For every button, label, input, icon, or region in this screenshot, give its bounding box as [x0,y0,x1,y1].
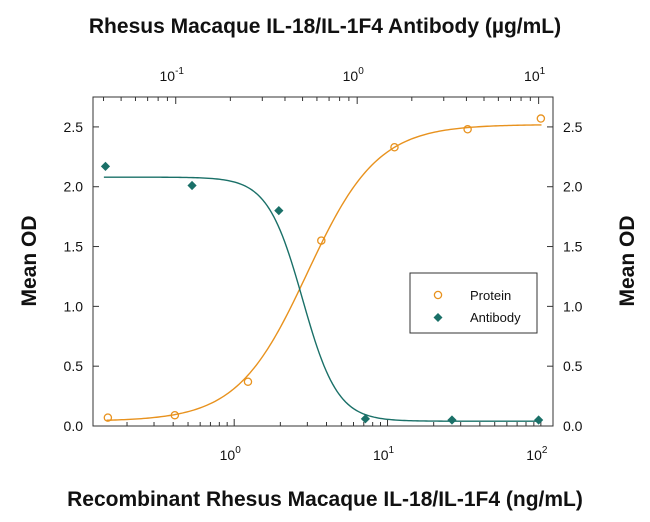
point-series-1 [360,414,371,424]
point-series-0 [170,410,180,420]
plot-frame [92,96,554,427]
y-tick-label-left: 1.5 [64,239,84,255]
legend-antibody-label: Antibody [470,310,521,325]
y-tick-label-right: 0.5 [563,358,583,374]
x-tick-label: 100 [220,445,242,463]
y-tick-label-left: 0.5 [64,358,84,374]
chart-title: Rhesus Macaque IL-18/IL-1F4 Antibody (µg… [89,15,561,38]
y-tick-label-right: 1.0 [563,298,583,314]
x-axis-top: 10-1 100 101 [103,66,546,104]
legend-antibody-marker [433,313,443,322]
point-series-0 [390,142,399,152]
y-tick-label-left: 1.0 [64,298,84,314]
point-series-0 [103,413,113,422]
legend: Protein Antibody [409,272,538,334]
x-axis-label: Recombinant Rhesus Macaque IL-18/IL-1F4 … [67,488,583,511]
x-tick-label: 10-1 [159,66,184,84]
point-series-1 [534,415,544,425]
y-axis-left: 0.0 0.5 1.0 1.5 2.0 2.5 [64,119,99,434]
point-series-1 [447,415,457,425]
data-points [100,114,546,425]
legend-box [409,272,538,334]
y-axis-label-left: Mean OD [18,215,41,306]
y-tick-label-left: 2.5 [64,119,84,135]
y-tick-label-right: 0.0 [563,418,583,434]
y-tick-label-right: 2.0 [563,179,583,195]
point-series-0 [243,377,253,386]
point-series-0 [463,125,472,134]
point-series-0 [536,114,546,123]
point-series-1 [100,161,111,171]
x-tick-label: 102 [526,445,548,463]
y-tick-label-left: 0.0 [64,418,84,434]
y-tick-label-right: 2.5 [563,119,583,135]
fit-curve-1 [103,176,540,422]
point-series-1 [274,206,284,216]
x-tick-label: 100 [343,66,365,84]
x-tick-label: 101 [524,66,546,84]
point-series-0 [317,236,326,245]
legend-protein-marker [433,290,443,300]
point-series-1 [187,180,197,191]
legend-protein-label: Protein [470,288,511,303]
y-axis-right: 0.0 0.5 1.0 1.5 2.0 2.5 [547,119,583,434]
y-tick-label-left: 2.0 [64,179,84,195]
x-tick-label: 101 [373,445,395,463]
y-axis-label-right: Mean OD [616,215,639,306]
y-tick-label-right: 1.5 [563,239,583,255]
